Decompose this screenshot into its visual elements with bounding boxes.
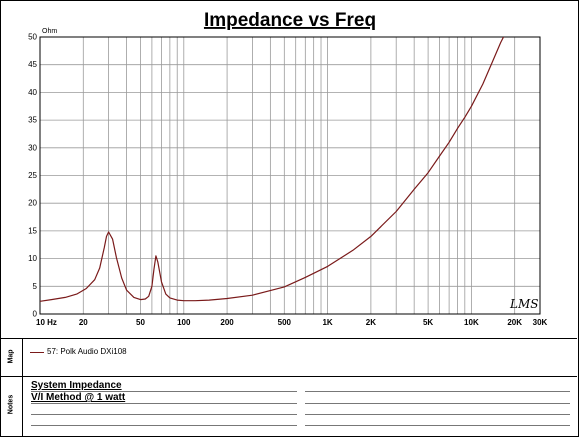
note-line-2: V/I Method @ 1 watt: [31, 392, 126, 403]
legend-entry: 57: Polk Audio DXi108: [47, 347, 127, 356]
section-divider-top: [0, 338, 577, 339]
section-divider-middle: [0, 376, 577, 377]
y-unit-label: Ohm: [42, 28, 57, 35]
x-tick-label: 200: [220, 318, 234, 327]
y-tick-label: 30: [28, 143, 37, 152]
x-tick-label: 50: [136, 318, 145, 327]
y-tick-label: 20: [28, 199, 37, 208]
lms-watermark: LMS: [509, 297, 538, 311]
x-tick-label: 5K: [423, 318, 433, 327]
y-tick-label: 10: [28, 254, 37, 263]
plot-border: [39, 36, 541, 315]
x-tick-label: 30K: [533, 318, 548, 327]
map-section-label: Map: [7, 349, 15, 364]
impedance-curve: [40, 37, 505, 302]
x-tick-label: 10 Hz: [36, 318, 57, 327]
y-tick-label: 0: [33, 310, 38, 319]
y-tick-label: 25: [28, 171, 37, 180]
x-tick-label: 100: [177, 318, 191, 327]
y-tick-label: 15: [28, 226, 37, 235]
y-tick-label: 35: [28, 116, 37, 125]
x-tick-label: 1K: [322, 318, 332, 327]
note-line-1: System Impedance: [31, 380, 122, 391]
y-tick-label: 5: [33, 282, 38, 291]
x-tick-label: 10K: [464, 318, 479, 327]
y-tick-label: 50: [28, 33, 37, 42]
x-tick-label: 500: [278, 318, 292, 327]
x-tick-label: 20: [79, 318, 88, 327]
x-tick-label: 2K: [366, 318, 376, 327]
legend-swatch: [30, 352, 44, 353]
notes-section-label: Notes: [7, 394, 15, 415]
y-tick-label: 45: [28, 60, 37, 69]
y-tick-label: 40: [28, 88, 37, 97]
x-tick-label: 20K: [507, 318, 522, 327]
impedance-chart: Impedance vs Freq Ohm 0 5 10 15 20 25 30 35 40 45…: [28, 10, 548, 327]
section-label-divider: [22, 338, 23, 436]
chart-title: Impedance vs Freq: [204, 10, 376, 31]
